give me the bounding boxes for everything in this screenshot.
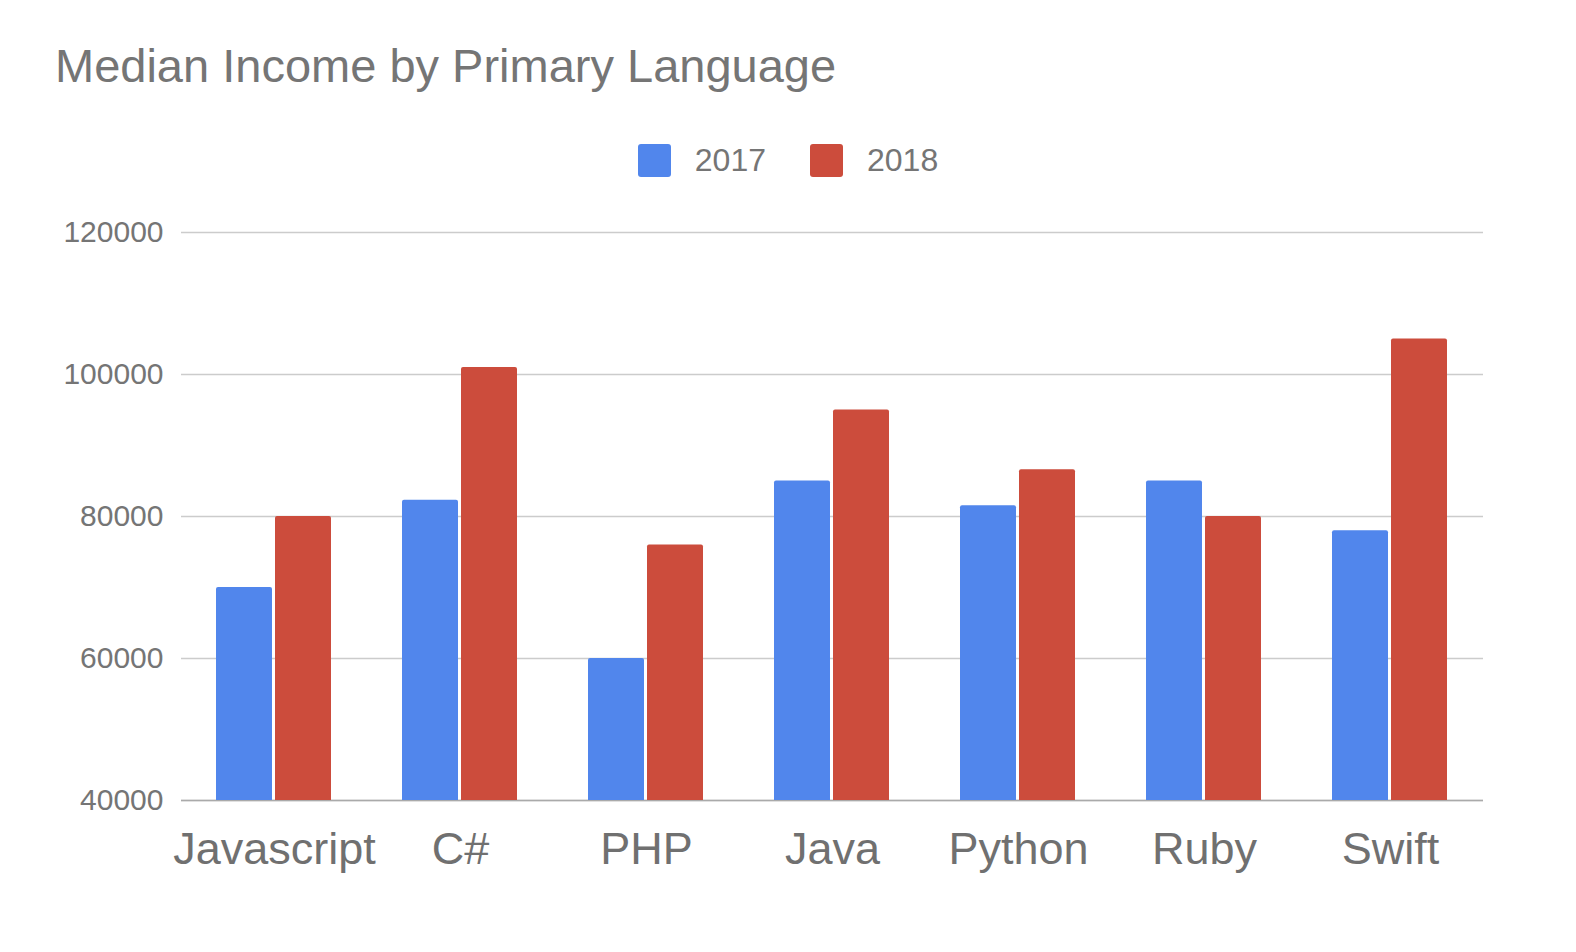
svg-text:120000: 120000	[63, 215, 163, 248]
svg-text:Swift: Swift	[1342, 823, 1440, 874]
svg-text:80000: 80000	[80, 499, 163, 532]
svg-text:Javascript: Javascript	[173, 823, 376, 874]
svg-text:100000: 100000	[63, 357, 163, 390]
svg-text:C#: C#	[432, 823, 490, 874]
html-text:2017: 2017	[694, 142, 766, 178]
html-text:2018: 2018	[867, 142, 939, 178]
svg-text:60000: 60000	[80, 641, 163, 674]
svg-text:40000: 40000	[80, 783, 163, 816]
html-text:Median Income by Primary Langu: Median Income by Primary Language	[55, 39, 837, 92]
svg-text:Ruby: Ruby	[1152, 823, 1258, 874]
svg-text:Python: Python	[948, 823, 1088, 874]
svg-text:Java: Java	[785, 823, 881, 874]
svg-text:PHP: PHP	[600, 823, 693, 874]
